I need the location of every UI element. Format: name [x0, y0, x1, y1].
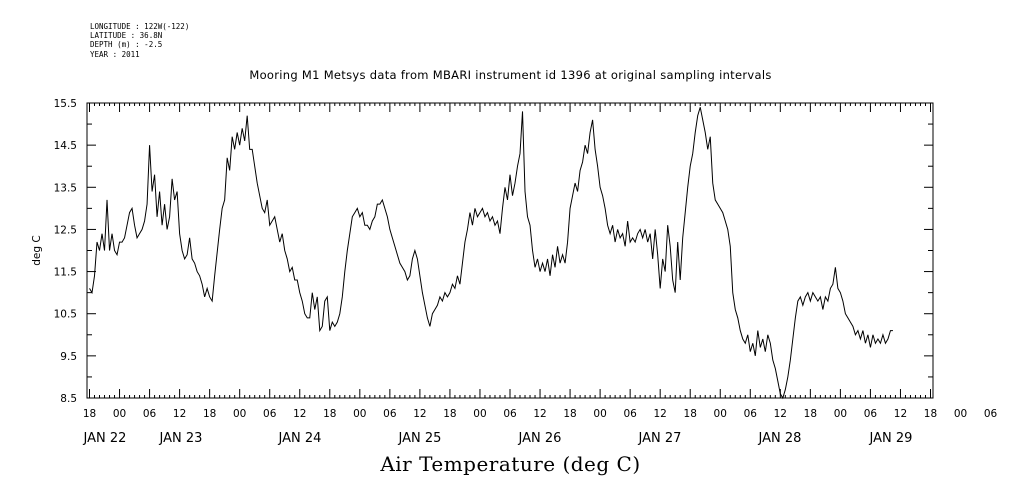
metadata-block: LONGITUDE : 122W(-122) LATITUDE : 36.8N …	[90, 22, 189, 59]
x-hour-tick-label: 00	[473, 408, 486, 420]
x-axis-title-container: Air Temperature (deg C)	[0, 452, 1009, 476]
x-date-label: JAN 23	[159, 431, 203, 446]
longitude-label: LONGITUDE : 122W(-122)	[90, 22, 190, 31]
y-tick-label: 9.5	[60, 351, 77, 363]
series-line	[89, 107, 893, 400]
x-hour-tick-label: 00	[834, 408, 847, 420]
y-axis-title: deg C	[31, 235, 43, 265]
x-hour-tick-label: 06	[864, 408, 878, 420]
x-hour-tick-label: 06	[984, 408, 998, 420]
x-hour-tick-label: 00	[233, 408, 246, 420]
x-hour-tick-label: 18	[924, 408, 937, 420]
y-tick-label: 14.5	[54, 140, 77, 152]
x-hour-tick-label: 06	[623, 408, 637, 420]
x-hour-tick-label: 06	[143, 408, 157, 420]
x-hour-tick-label: 12	[293, 408, 306, 420]
x-hour-tick-label: 18	[804, 408, 817, 420]
x-hour-tick-label: 18	[443, 408, 456, 420]
x-hour-tick-label: 18	[684, 408, 697, 420]
chart-title-container: Mooring M1 Metsys data from MBARI instru…	[0, 68, 1009, 82]
x-hour-tick-label: 00	[954, 408, 967, 420]
x-hour-tick-label: 00	[593, 408, 606, 420]
x-hour-tick-label: 12	[894, 408, 907, 420]
plot-frame	[86, 102, 934, 399]
x-hour-tick-label: 00	[353, 408, 366, 420]
x-hour-tick-label: 18	[83, 408, 96, 420]
x-hour-tick-label: 06	[383, 408, 397, 420]
chart-title: Mooring M1 Metsys data from MBARI instru…	[249, 68, 772, 82]
x-axis-title: Air Temperature (deg C)	[380, 452, 641, 476]
x-hour-tick-label: 06	[263, 408, 277, 420]
depth-label: DEPTH (m) : -2.5	[90, 40, 163, 50]
y-tick-label: 11.5	[54, 267, 77, 279]
x-hour-tick-label: 12	[173, 408, 186, 420]
x-date-label: JAN 28	[758, 431, 802, 446]
y-tick-label: 8.5	[60, 393, 77, 405]
x-hour-tick-label: 06	[744, 408, 758, 420]
y-tick-label: 12.5	[54, 224, 77, 236]
x-date-label: JAN 29	[869, 431, 913, 446]
x-hour-tick-label: 18	[323, 408, 336, 420]
x-hour-tick-label: 12	[413, 408, 426, 420]
x-hour-tick-label: 12	[774, 408, 787, 420]
x-hour-tick-label: 12	[653, 408, 666, 420]
x-date-label: JAN 25	[398, 431, 442, 446]
x-date-label: JAN 24	[278, 431, 322, 446]
x-date-label: JAN 27	[638, 431, 682, 446]
y-tick-label: 10.5	[54, 309, 77, 321]
latitude-label: LATITUDE : 36.8N	[90, 31, 163, 41]
x-hour-tick-label: 00	[113, 408, 126, 420]
year-label: YEAR : 2011	[90, 49, 140, 59]
y-tick-label: 13.5	[54, 182, 77, 194]
x-date-label: JAN 22	[83, 431, 127, 446]
x-hour-tick-label: 18	[203, 408, 216, 420]
x-hour-tick-label: 00	[714, 408, 727, 420]
x-hour-tick-label: 06	[503, 408, 517, 420]
y-tick-label: 15.5	[54, 98, 77, 110]
x-date-label: JAN 26	[518, 431, 562, 446]
x-hour-tick-label: 12	[533, 408, 546, 420]
x-hour-tick-label: 18	[563, 408, 576, 420]
